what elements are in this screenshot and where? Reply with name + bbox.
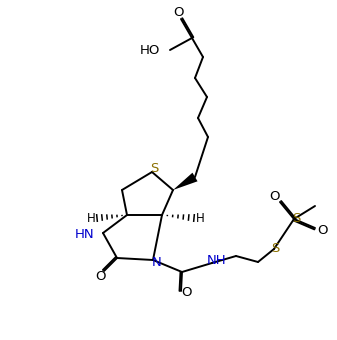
Polygon shape <box>173 173 197 190</box>
Text: O: O <box>182 287 192 300</box>
Text: NH: NH <box>207 255 227 268</box>
Text: S: S <box>271 242 279 255</box>
Text: N: N <box>152 255 162 269</box>
Text: H: H <box>195 211 204 224</box>
Text: S: S <box>292 212 300 225</box>
Text: HO: HO <box>140 44 160 56</box>
Text: H: H <box>87 211 95 224</box>
Text: O: O <box>174 6 184 19</box>
Text: HN: HN <box>74 227 94 240</box>
Text: O: O <box>270 190 280 204</box>
Text: S: S <box>150 162 158 174</box>
Text: O: O <box>318 223 328 237</box>
Text: O: O <box>95 271 105 284</box>
